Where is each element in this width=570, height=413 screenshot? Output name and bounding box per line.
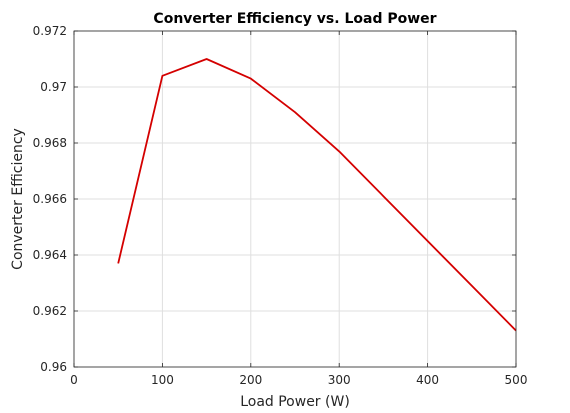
y-tick-label: 0.97: [40, 80, 67, 94]
y-tick-label: 0.962: [33, 304, 67, 318]
y-tick-label: 0.96: [40, 360, 67, 374]
y-tick-label: 0.972: [33, 24, 67, 38]
chart-title: Converter Efficiency vs. Load Power: [153, 11, 436, 27]
x-tick-label: 400: [416, 373, 439, 387]
y-tick-label: 0.968: [33, 136, 67, 150]
y-tick-label: 0.966: [33, 192, 67, 206]
x-tick-label: 200: [239, 373, 262, 387]
x-tick-label: 500: [505, 373, 528, 387]
tick-labels: 0 100 200 300 400 500 0.96 0.962 0.964 0.966 0.968…: [33, 24, 528, 387]
y-axis-label: Converter Efficiency: [10, 128, 26, 270]
x-axis-label: Load Power (W): [240, 394, 350, 410]
series-layer: [117, 58, 517, 332]
y-tick-label: 0.964: [33, 248, 67, 262]
series-line: [117, 58, 517, 332]
x-tick-label: 0: [70, 373, 78, 387]
x-tick-label: 300: [328, 373, 351, 387]
x-tick-label: 100: [151, 373, 174, 387]
